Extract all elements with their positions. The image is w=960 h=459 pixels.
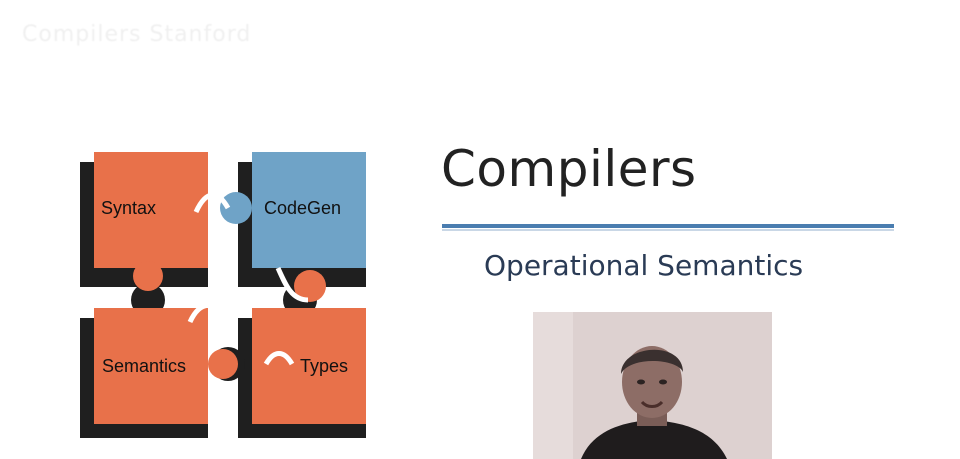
puzzle-graphic: Syntax CodeGen Semantics Types — [78, 150, 378, 440]
puzzle-label-semantics: Semantics — [102, 356, 186, 376]
puzzle-piece-types: Types — [252, 270, 366, 424]
title-underline — [442, 224, 894, 228]
presenter-video — [533, 312, 772, 459]
watermark-text: Compilers Stanford — [22, 22, 252, 47]
puzzle-piece-syntax: Syntax — [94, 152, 208, 291]
puzzle-label-syntax: Syntax — [101, 198, 156, 218]
puzzle-piece-semantics: Semantics — [94, 308, 238, 424]
slide-title: Compilers — [441, 140, 697, 198]
puzzle-label-codegen: CodeGen — [264, 198, 341, 218]
presenter-webcam-icon — [533, 312, 772, 459]
slide-subtitle: Operational Semantics — [484, 249, 804, 282]
puzzle-label-types: Types — [300, 356, 348, 376]
puzzle-gaps — [187, 192, 309, 366]
title-underline-shadow — [442, 229, 894, 231]
puzzle-piece-codegen: CodeGen — [220, 152, 366, 268]
